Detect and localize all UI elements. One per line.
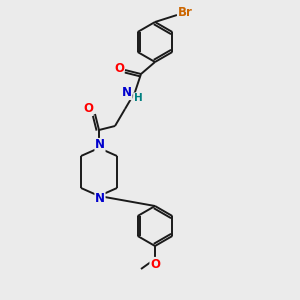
Text: H: H (134, 93, 142, 103)
Text: N: N (95, 139, 105, 152)
Text: O: O (150, 257, 160, 271)
Text: N: N (95, 193, 105, 206)
Text: O: O (83, 103, 93, 116)
Text: N: N (122, 86, 132, 100)
Text: Br: Br (178, 7, 192, 20)
Text: O: O (114, 62, 124, 76)
